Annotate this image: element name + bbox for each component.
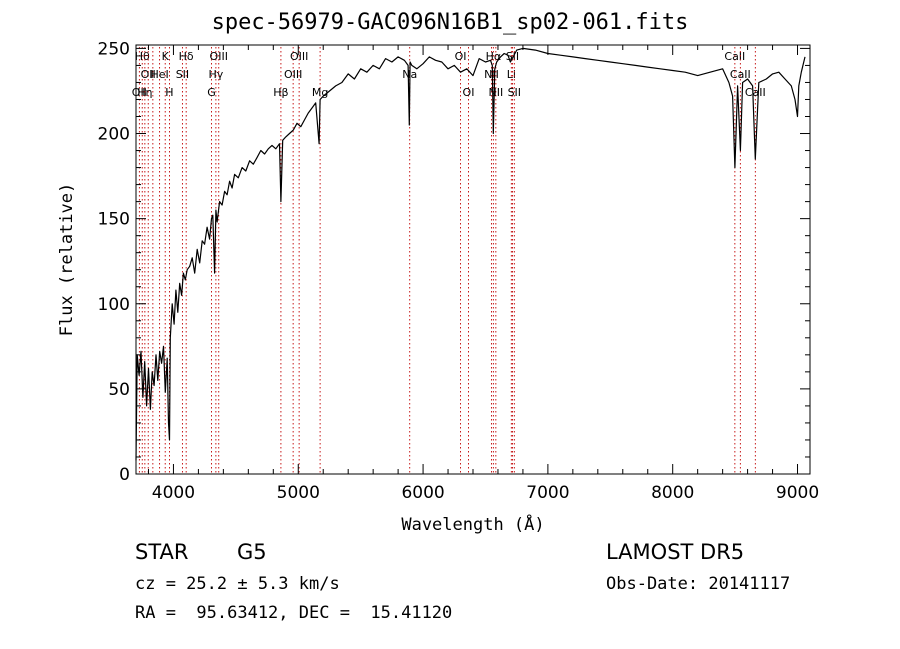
y-tick-label-1: 50 xyxy=(108,380,130,400)
line-marker-label-15: OIII xyxy=(290,50,308,63)
line-marker-label-19: OI xyxy=(463,86,475,99)
spectrum-line xyxy=(135,47,806,461)
line-marker-label-24: SII xyxy=(506,50,519,63)
line-marker-label-22: NII xyxy=(488,86,503,99)
line-marker-label-27: CaII xyxy=(730,68,751,81)
chart-title: spec-56979-GAC096N16B1_sp02-061.fits xyxy=(211,10,689,35)
y-axis-label: Flux (relative) xyxy=(57,183,77,337)
x-tick-label-3: 7000 xyxy=(526,483,569,503)
x-tick-label-2: 6000 xyxy=(401,483,444,503)
line-marker-label-18: OI xyxy=(455,50,467,63)
x-axis-label: Wavelength (Å) xyxy=(401,513,544,535)
line-marker-label-12: OIII xyxy=(210,50,228,63)
y-tick-label-3: 150 xyxy=(98,210,130,230)
line-marker-label-13: Hβ xyxy=(273,86,288,99)
line-marker-label-9: Hδ xyxy=(179,50,194,63)
line-marker-label-7: H xyxy=(165,86,173,99)
line-marker-label-16: Mg xyxy=(312,86,328,99)
x-tick-label-4: 8000 xyxy=(651,483,694,503)
x-tick-label-0: 4000 xyxy=(152,483,195,503)
line-marker-label-5: HeI xyxy=(150,68,168,81)
y-tick-label-4: 200 xyxy=(98,125,130,145)
line-marker-label-20: NII xyxy=(484,68,499,81)
line-marker-label-14: OIII xyxy=(284,68,302,81)
line-marker-label-2: Hη xyxy=(137,86,152,99)
line-marker-label-23: Li xyxy=(507,68,516,81)
x-tick-label-1: 5000 xyxy=(277,483,320,503)
class-label: STAR xyxy=(135,540,189,564)
coords-text: RA = 95.63412, DEC = 15.41120 xyxy=(135,603,453,623)
obs-date-text: Obs-Date: 20141117 xyxy=(606,574,791,594)
line-marker-label-1: Hθ xyxy=(135,50,150,63)
y-tick-label-0: 0 xyxy=(119,465,130,485)
line-marker-label-10: G xyxy=(207,86,216,99)
line-marker-label-8: SII xyxy=(176,68,189,81)
subclass-label: G5 xyxy=(237,540,267,564)
cz-text: cz = 25.2 ± 5.3 km/s xyxy=(135,574,340,594)
x-tick-label-5: 9000 xyxy=(776,483,819,503)
line-marker-label-21: Hα xyxy=(486,50,502,63)
line-marker-label-6: K xyxy=(162,50,170,63)
line-marker-label-26: CaII xyxy=(724,50,745,63)
y-tick-label-2: 100 xyxy=(98,295,130,315)
survey-label: LAMOST DR5 xyxy=(606,540,745,564)
line-marker-label-28: CaII xyxy=(745,86,766,99)
plot-frame xyxy=(135,44,811,475)
line-marker-label-3: OII xyxy=(141,68,156,81)
y-tick-label-5: 250 xyxy=(98,39,130,59)
line-marker-label-25: SII xyxy=(508,86,521,99)
line-marker-label-11: Hγ xyxy=(208,68,223,81)
